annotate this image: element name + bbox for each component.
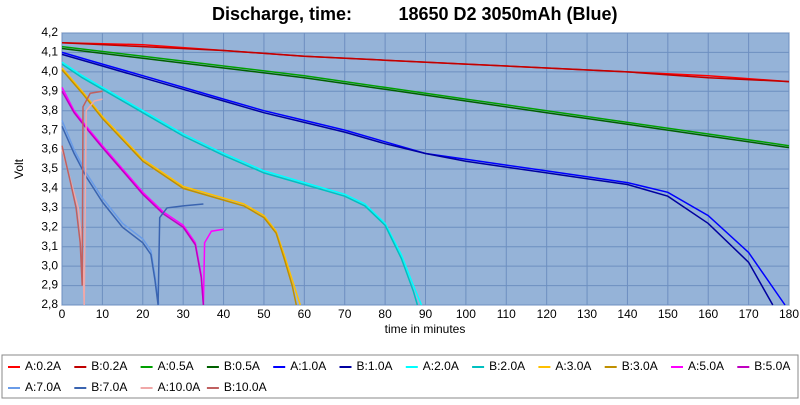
- y-tick-label: 2,9: [41, 278, 58, 292]
- y-tick-label: 2,8: [41, 297, 58, 311]
- legend: [1, 354, 799, 399]
- legend-label: A:7.0A: [25, 380, 61, 394]
- legend-label: B:7.0A: [91, 380, 127, 394]
- legend-label: B:10.0A: [224, 380, 267, 394]
- y-tick-label: 4,2: [41, 25, 58, 39]
- x-tick-label: 40: [217, 307, 231, 321]
- x-tick-label: 20: [136, 307, 150, 321]
- series-line: [61, 47, 790, 149]
- legend-label: A:1.0A: [290, 359, 326, 373]
- legend-label: B:5.0A: [754, 359, 790, 373]
- series-line: [61, 87, 224, 306]
- legend-label: B:0.5A: [224, 359, 260, 373]
- series-line: [61, 90, 103, 286]
- legend-label: A:5.0A: [688, 359, 724, 373]
- x-tick-label: 110: [497, 307, 516, 321]
- x-tick-label: 10: [96, 307, 110, 321]
- x-tick-label: 120: [537, 307, 557, 321]
- legend-label: B:2.0A: [489, 359, 525, 373]
- x-tick-label: 130: [577, 307, 597, 321]
- x-tick-label: 150: [658, 307, 678, 321]
- series-line: [61, 45, 790, 147]
- series-line: [61, 69, 298, 306]
- x-tick-label: 80: [378, 307, 392, 321]
- legend-label: A:10.0A: [158, 380, 201, 394]
- x-axis-label: time in minutes: [385, 322, 466, 336]
- y-tick-label: 3,5: [41, 161, 58, 175]
- legend-label: B:3.0A: [622, 359, 658, 373]
- y-tick-label: 4,0: [41, 64, 58, 78]
- legend-label: B:1.0A: [357, 359, 393, 373]
- y-tick-label: 3,7: [41, 122, 58, 136]
- y-tick-label: 3,1: [41, 239, 58, 253]
- x-tick-label: 180: [779, 307, 799, 321]
- y-tick-label: 3,2: [41, 219, 58, 233]
- series-line: [61, 53, 774, 306]
- legend-label: B:0.2A: [91, 359, 127, 373]
- series-line: [61, 41, 790, 83]
- x-tick-label: 90: [419, 307, 433, 321]
- legend-label: A:3.0A: [555, 359, 591, 373]
- x-tick-label: 140: [617, 307, 637, 321]
- y-tick-label: 4,1: [41, 45, 58, 59]
- x-tick-label: 0: [59, 307, 66, 321]
- x-tick-label: 160: [698, 307, 718, 321]
- legend-label: A:0.5A: [158, 359, 194, 373]
- y-tick-label: 3,4: [41, 181, 58, 195]
- x-tick-label: 30: [176, 307, 190, 321]
- x-tick-label: 50: [257, 307, 271, 321]
- y-tick-label: 3,3: [41, 200, 58, 214]
- series-line: [61, 63, 419, 306]
- chart-subtitle: 18650 D2 3050mAh (Blue): [398, 4, 617, 24]
- y-axis-label: Volt: [12, 158, 26, 179]
- x-tick-label: 100: [456, 307, 476, 321]
- y-tick-label: 3,6: [41, 142, 58, 156]
- y-tick-label: 3,9: [41, 83, 58, 97]
- series-line: [61, 61, 423, 306]
- series-line: [61, 67, 302, 306]
- y-tick-label: 3,0: [41, 258, 58, 272]
- chart-title: Discharge, time:: [212, 4, 352, 24]
- series-line: [61, 90, 205, 306]
- x-tick-label: 60: [298, 307, 312, 321]
- x-tick-label: 170: [739, 307, 759, 321]
- x-tick-label: 70: [338, 307, 352, 321]
- legend-label: A:0.2A: [25, 359, 61, 373]
- y-tick-label: 3,8: [41, 103, 58, 117]
- legend-label: A:2.0A: [423, 359, 459, 373]
